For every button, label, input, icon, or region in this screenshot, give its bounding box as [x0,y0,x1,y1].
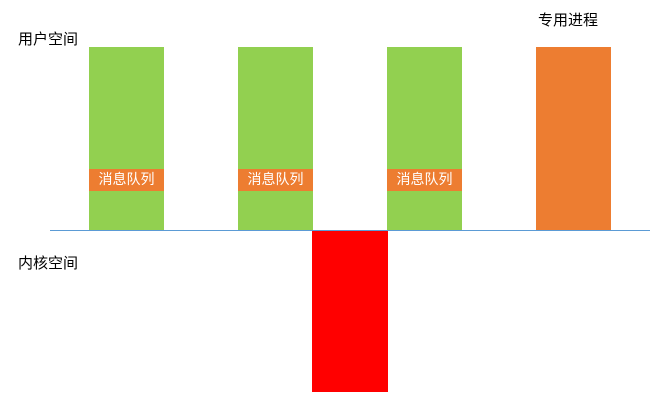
kernel-space-label: 内核空间 [18,254,79,272]
user-process-block-3 [387,47,462,231]
user-process-block-2 [238,47,313,231]
message-queue-tag-3: 消息队列 [387,169,462,191]
message-queue-tag-2: 消息队列 [238,169,313,191]
dedicated-process-label: 专用进程 [538,11,599,29]
kernel-block [312,231,388,392]
message-queue-tag-1: 消息队列 [89,169,164,191]
dedicated-process-block [536,47,611,231]
user-space-label: 用户空间 [18,30,79,48]
user-process-block-1 [89,47,164,231]
user-kernel-boundary-line [50,230,650,231]
